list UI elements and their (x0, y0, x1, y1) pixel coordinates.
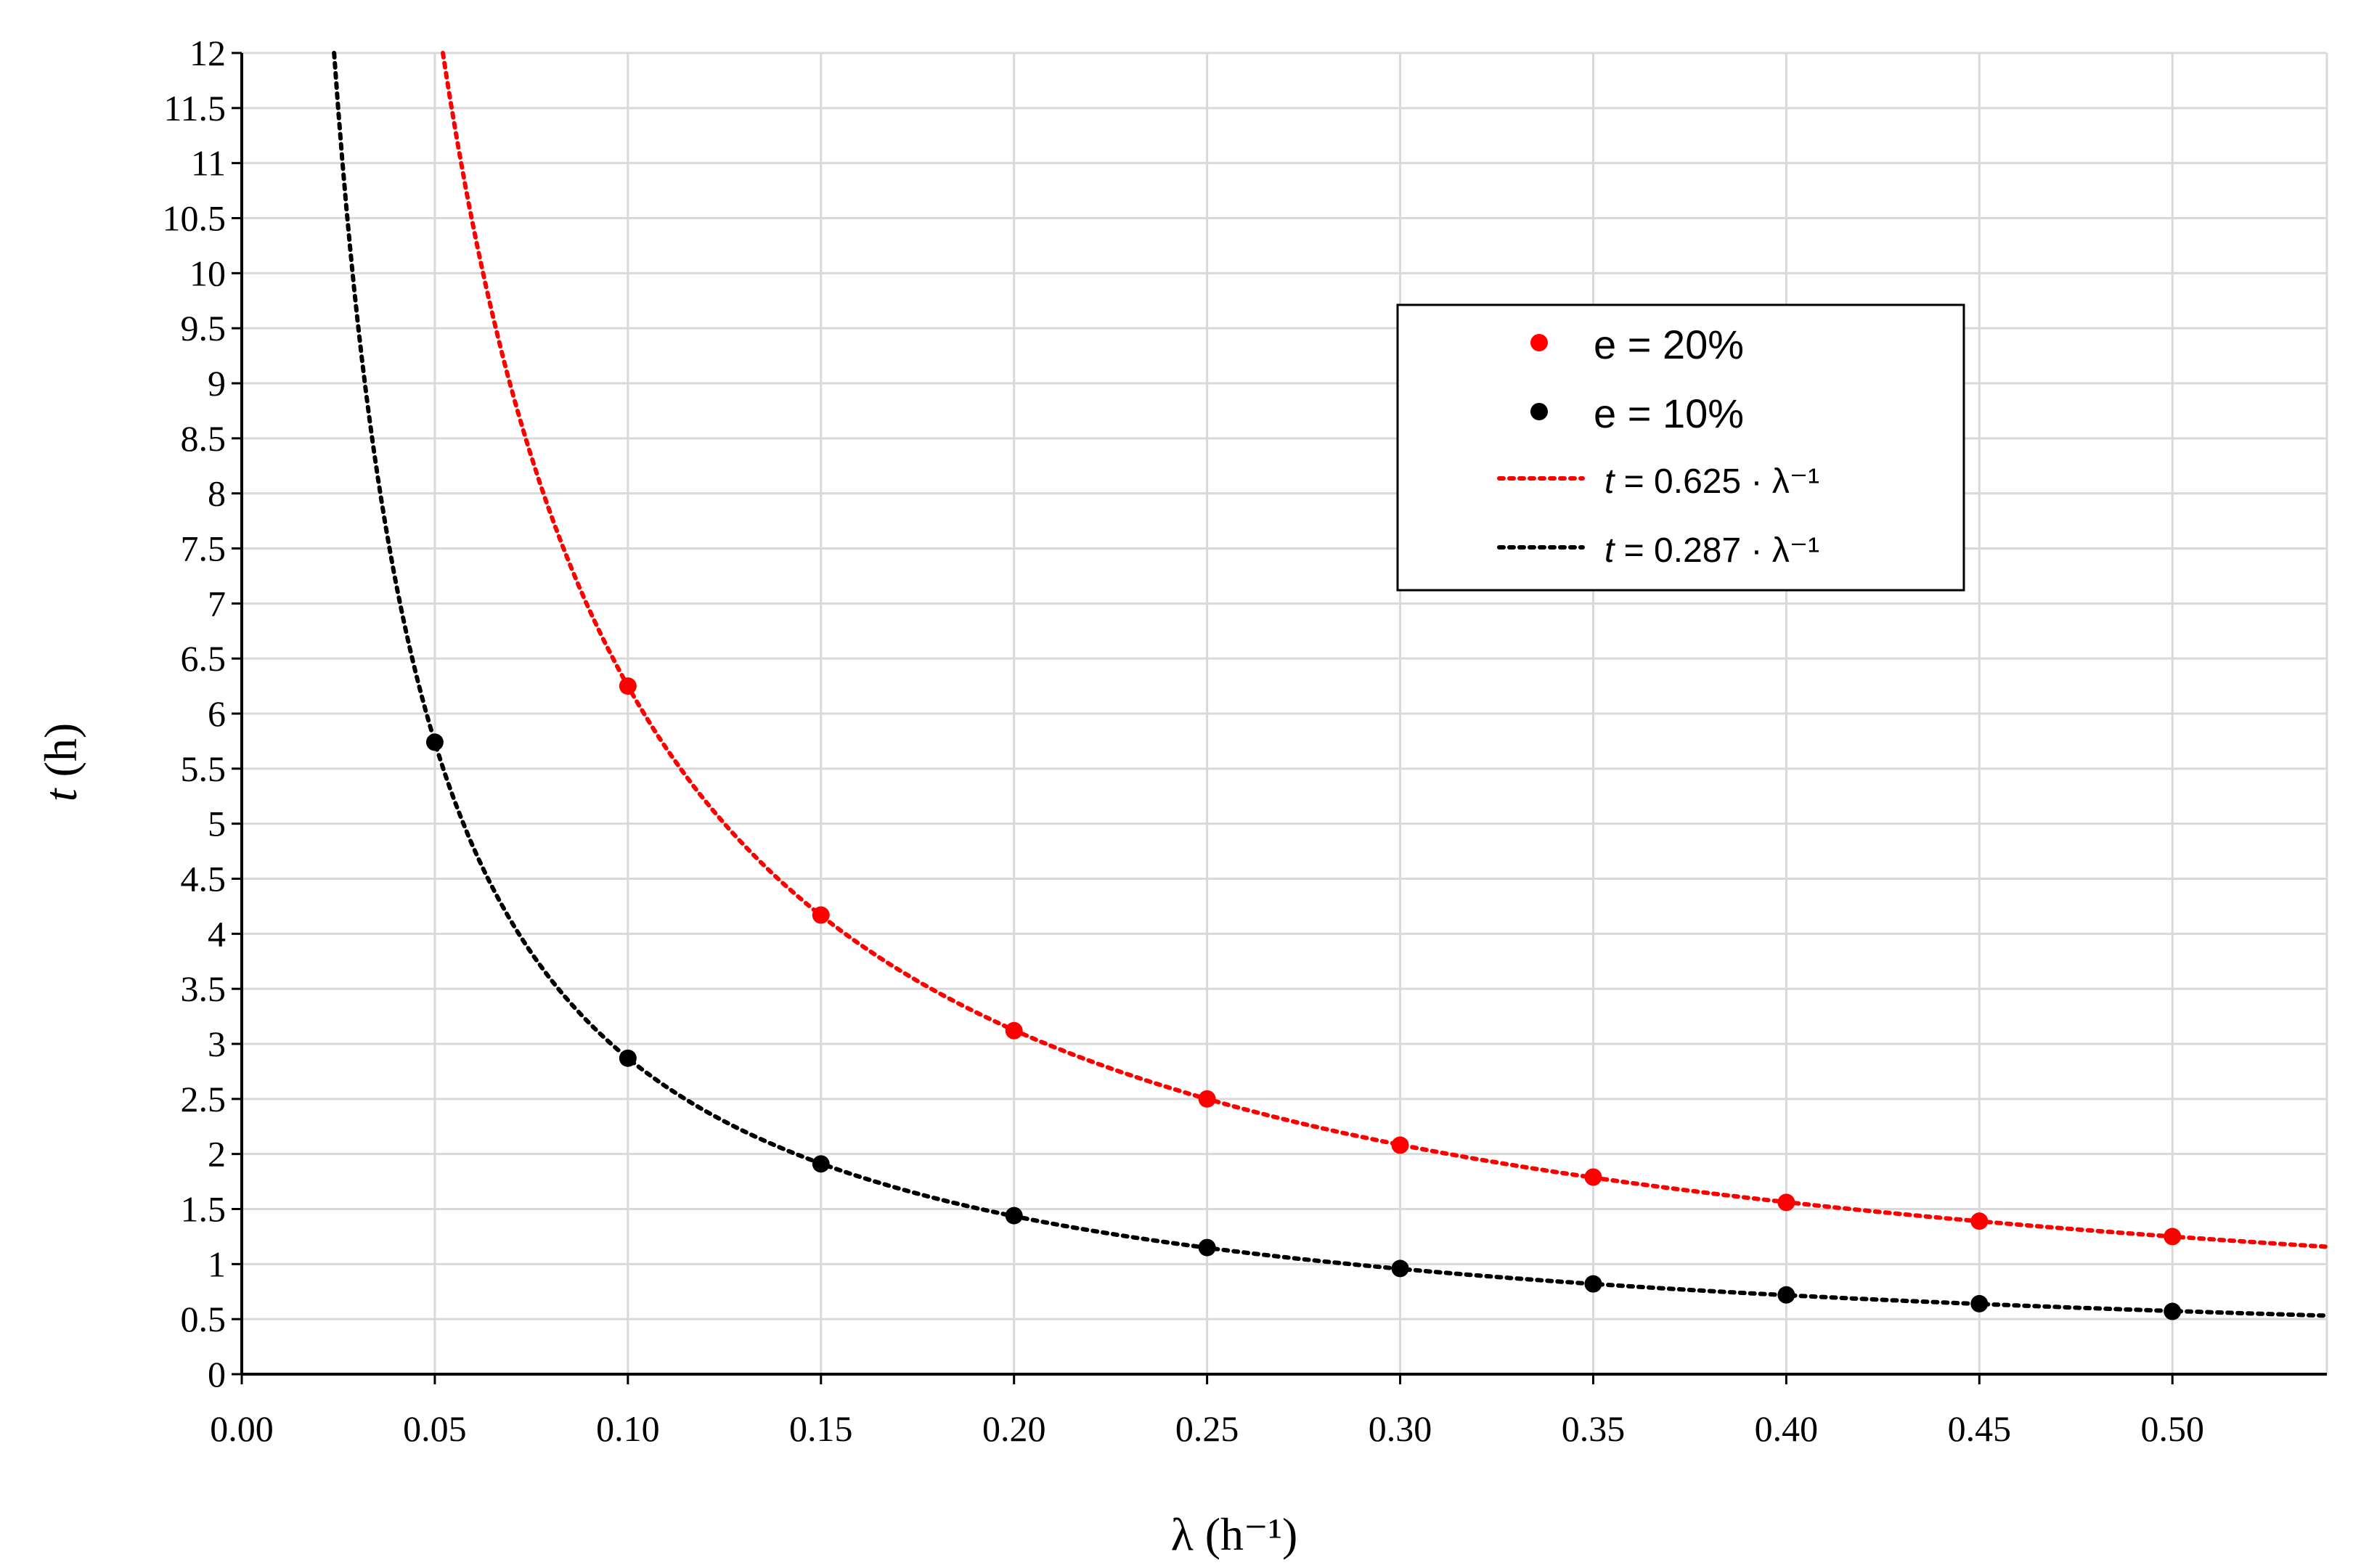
data-point (812, 1155, 830, 1173)
y-tick-label: 4 (208, 913, 226, 954)
legend-label: e = 20% (1594, 322, 1744, 367)
x-tick-label: 0.40 (1755, 1408, 1819, 1449)
x-tick-label: 0.10 (596, 1408, 660, 1449)
y-tick-label: 4.5 (181, 859, 227, 899)
data-point (425, 733, 444, 751)
legend-box (1396, 303, 1965, 592)
x-tick-label: 0.30 (1369, 1408, 1432, 1449)
y-tick-label: 8 (208, 473, 226, 514)
y-tick-label: 10.5 (163, 198, 227, 239)
x-tick-label: 0.20 (982, 1408, 1046, 1449)
y-tick-label: 11.5 (163, 88, 226, 128)
y-tick-label: 1.5 (181, 1189, 227, 1230)
data-point (619, 677, 637, 695)
y-tick-label: 5 (208, 804, 226, 844)
legend-label: t = 0.287 · λ⁻¹ (1604, 531, 1819, 570)
x-tick-label: 0.45 (1948, 1408, 2012, 1449)
y-tick-label: 7.5 (181, 528, 227, 569)
y-tick-label: 12 (189, 33, 226, 73)
legend-marker (1530, 334, 1548, 351)
y-tick-label: 9 (208, 363, 226, 404)
x-tick-label: 0.00 (210, 1408, 274, 1449)
data-point (1005, 1021, 1023, 1040)
y-tick-label: 2 (208, 1134, 226, 1175)
legend-label: t = 0.625 · λ⁻¹ (1604, 462, 1819, 501)
data-point (1970, 1294, 1989, 1312)
data-point (812, 906, 830, 924)
y-tick-label: 0 (208, 1354, 226, 1395)
x-tick-label: 0.50 (2141, 1408, 2205, 1449)
y-tick-label: 3 (208, 1024, 226, 1064)
data-point (1777, 1193, 1795, 1212)
y-tick-label: 7 (208, 583, 226, 624)
fit-curve (441, 51, 2329, 1249)
gridlines (242, 52, 2328, 1374)
legend-marker (1530, 403, 1548, 420)
y-tick-label: 3.5 (181, 968, 227, 1009)
data-point (1198, 1090, 1216, 1108)
x-tick-label: 0.25 (1175, 1408, 1239, 1449)
fit-curve (332, 51, 2329, 1318)
data-point (1777, 1286, 1795, 1304)
data-point (1970, 1212, 1989, 1230)
y-tick-label: 11 (191, 143, 226, 184)
data-point (2164, 1228, 2182, 1246)
x-axis-title: λ (h⁻¹) (1171, 1508, 1298, 1560)
tick-labels: 00.511.522.533.544.555.566.577.588.599.5… (163, 33, 2205, 1449)
data-point (1391, 1136, 1409, 1154)
legend: e = 20% e = 10% t = 0.625 · λ⁻¹ t = 0.287 ·… (1396, 303, 1965, 592)
y-tick-label: 1 (208, 1244, 226, 1284)
data-point (1391, 1259, 1409, 1278)
data-point (1005, 1206, 1023, 1225)
y-tick-label: 6.5 (181, 638, 227, 679)
legend-label: e = 10% (1594, 391, 1744, 436)
data-point (1584, 1275, 1602, 1293)
y-tick-label: 9.5 (181, 308, 227, 348)
y-axis-title: t (h) (35, 723, 86, 801)
data-point (2164, 1302, 2182, 1320)
y-tick-label: 2.5 (181, 1079, 227, 1119)
y-tick-label: 10 (189, 253, 226, 293)
x-tick-label: 0.15 (789, 1408, 853, 1449)
x-tick-label: 0.35 (1562, 1408, 1626, 1449)
y-tick-label: 8.5 (181, 418, 227, 459)
data-series (332, 51, 2329, 1320)
y-tick-label: 0.5 (181, 1299, 227, 1339)
x-tick-label: 0.05 (403, 1408, 467, 1449)
y-tick-label: 6 (208, 693, 226, 734)
data-point (619, 1049, 637, 1067)
data-point (1584, 1168, 1602, 1186)
y-tick-label: 5.5 (181, 748, 227, 789)
axes (232, 52, 2327, 1384)
data-point (1198, 1238, 1216, 1257)
